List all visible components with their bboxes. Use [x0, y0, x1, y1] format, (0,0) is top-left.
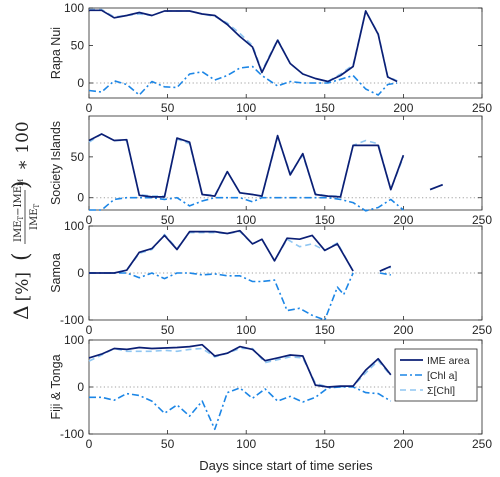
y-tick-label: -100 [60, 313, 84, 327]
series-line [88, 65, 398, 96]
series-line [89, 229, 354, 274]
x-tick-label: 150 [315, 437, 335, 451]
series-line [88, 133, 405, 198]
x-tick-label: 150 [315, 323, 335, 337]
x-tick-label: 100 [236, 101, 256, 115]
panel-label: Samoa [49, 253, 63, 293]
series-line [89, 196, 404, 212]
ylabel-num-a-sub: T [17, 216, 25, 221]
ylabel-paren-close: ) [9, 180, 34, 189]
legend-box [394, 348, 478, 402]
y-tick-label: 100 [64, 333, 84, 347]
legend-label: Σ[Chl] [427, 385, 455, 397]
series-line [89, 9, 398, 83]
x-tick-label: 100 [236, 213, 256, 227]
x-tick-label: 50 [161, 101, 175, 115]
y-tick-label: 0 [77, 76, 84, 90]
legend-label: IME area [427, 355, 470, 367]
svg-text:IMET−IMEM: IMET−IMEM [13, 179, 25, 242]
ylabel-den: IME [29, 209, 40, 231]
x-tick-label: 150 [315, 213, 335, 227]
shared-y-axis-label: Δ [%] ( ) ∗ 100 IMET−IMEM IMET [9, 121, 41, 320]
x-tick-label: 200 [393, 437, 413, 451]
y-tick-label: 50 [71, 39, 85, 53]
x-tick-label: 50 [161, 323, 175, 337]
y-tick-label: 0 [77, 380, 84, 394]
x-tick-label: 0 [86, 323, 93, 337]
panel-2: 0 50 100 150 200 250 0 50 Society Islands [49, 115, 492, 227]
series-line [89, 272, 354, 321]
series-line [89, 8, 398, 83]
x-tick-label: 250 [472, 437, 492, 451]
svg-text:Δ [%] ( ): Δ [%] ( ) ∗ 100 [9, 121, 34, 320]
ylabel-num-b-sub: M [17, 179, 25, 186]
x-tick-label: 250 [472, 101, 492, 115]
x-tick-label: 0 [86, 437, 93, 451]
x-tick-label: 0 [86, 101, 93, 115]
ylabel-den-sub: T [33, 204, 41, 209]
series-line [88, 343, 392, 388]
x-tick-label: 100 [236, 437, 256, 451]
x-tick-label: 250 [472, 323, 492, 337]
x-tick-label: 50 [161, 437, 175, 451]
series-line [379, 265, 392, 272]
ylabel-paren-open: ( [9, 252, 34, 261]
x-tick-label: 200 [393, 101, 413, 115]
y-tick-label: 0 [77, 266, 84, 280]
ylabel-num-a: IME [13, 221, 24, 243]
x-tick-label: 0 [86, 213, 93, 227]
legend-label: [Chl a] [427, 370, 457, 382]
x-axis-label: Days since start of time series [199, 458, 373, 473]
ylabel-num-minus: − [13, 207, 24, 215]
x-tick-label: 250 [472, 213, 492, 227]
panel-label: Fiji & Tonga [49, 354, 63, 419]
x-tick-label: 200 [393, 213, 413, 227]
ylabel-times-100: ∗ 100 [13, 121, 33, 170]
ylabel-fraction: IMET−IMEM IMET [13, 179, 41, 244]
x-tick-label: 150 [315, 101, 335, 115]
series-line [379, 272, 391, 276]
y-tick-label: 50 [71, 150, 85, 164]
panel-label: Society Islands [49, 121, 63, 205]
series-line [429, 183, 444, 191]
legend: IME area [Chl a] Σ[Chl] [394, 348, 478, 402]
ylabel-percent: [%] [13, 272, 33, 301]
series-line [89, 386, 392, 431]
y-tick-label: 0 [77, 191, 84, 205]
x-tick-label: 200 [393, 323, 413, 337]
x-tick-label: 100 [236, 323, 256, 337]
panel-label: Rapa Nui [49, 27, 63, 79]
y-tick-label: -100 [60, 427, 84, 441]
svg-text:IMET: IMET [29, 204, 41, 231]
y-tick-label: 100 [64, 219, 84, 233]
ylabel-delta: Δ [9, 305, 33, 319]
ylabel-num-b: IME [13, 186, 24, 208]
y-tick-label: 100 [64, 1, 84, 15]
x-tick-label: 50 [161, 213, 175, 227]
